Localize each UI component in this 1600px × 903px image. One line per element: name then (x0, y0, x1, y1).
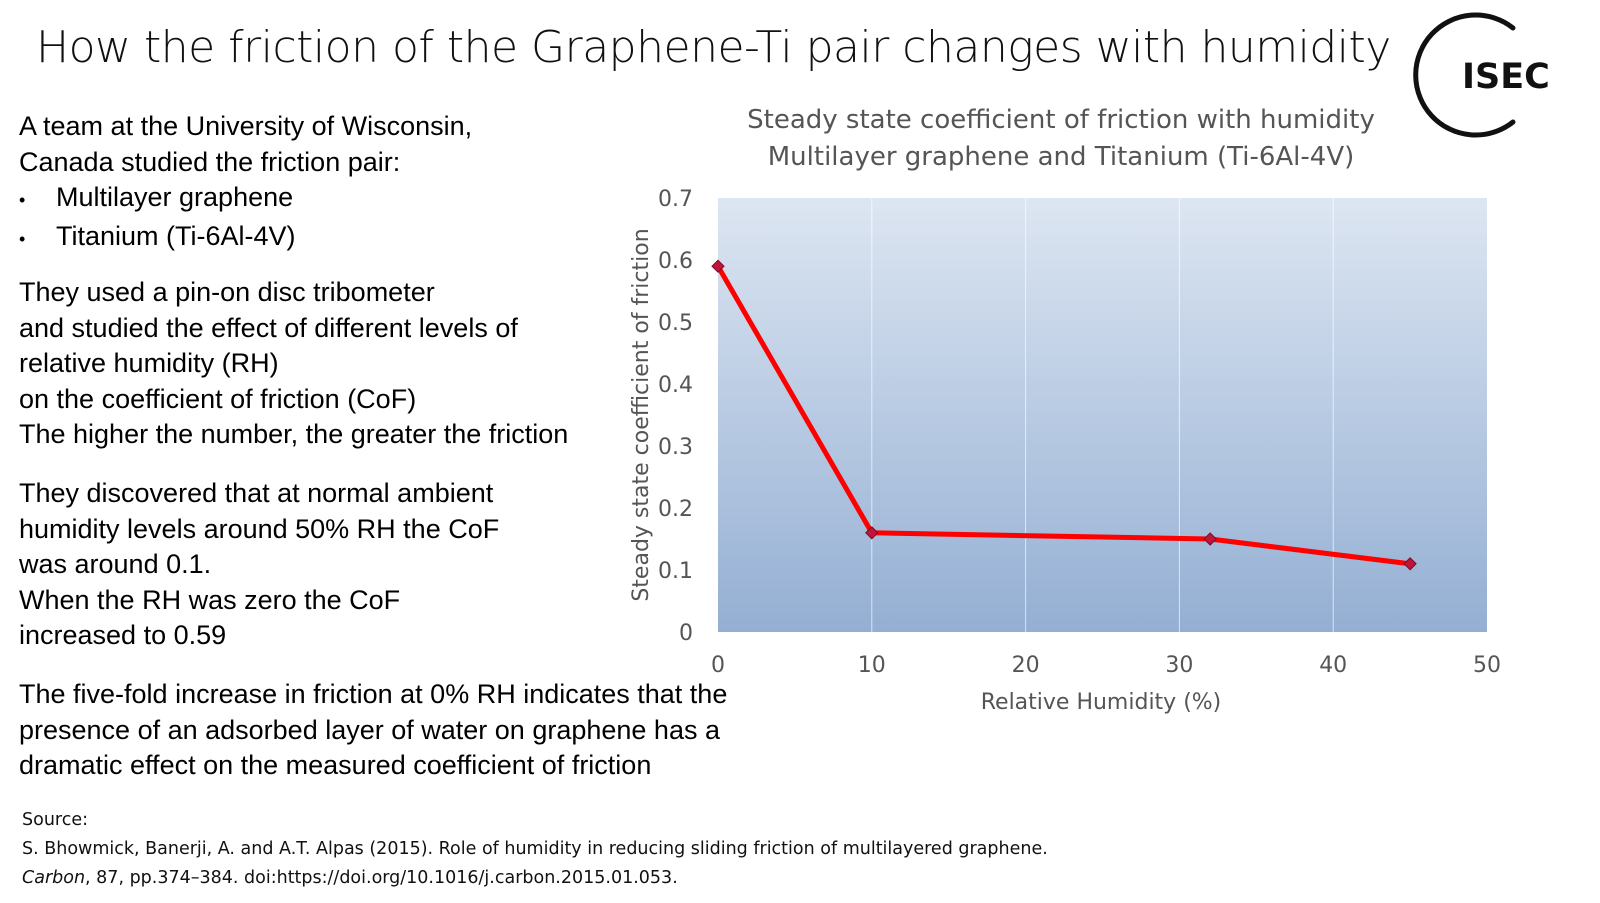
x-axis-ticks: 0 10 20 30 40 50 (711, 653, 1501, 678)
y-tick-label: 0 (679, 621, 693, 646)
source-label: Source: (22, 810, 89, 830)
friction-pair-list: • Multilayer graphene • Titanium (Ti-6Al… (19, 180, 296, 257)
x-tick-label: 20 (1012, 653, 1040, 678)
y-axis-ticks: 0 0.1 0.2 0.3 0.4 0.5 0.6 0.7 (658, 187, 693, 646)
method-paragraph: They used a pin-on disc tribometer and s… (19, 275, 568, 453)
x-tick-label: 40 (1319, 653, 1347, 678)
intro-paragraph: A team at the University of Wisconsin, C… (19, 109, 472, 180)
conclusion-line: dramatic effect on the measured coeffici… (19, 750, 652, 780)
slide-title: How the friction of the Graphene-Ti pair… (36, 22, 1391, 73)
y-tick-label: 0.4 (658, 373, 693, 398)
source-citation: Source: S. Bhowmick, Banerji, A. and A.T… (22, 806, 1048, 893)
findings-line: humidity levels around 50% RH the CoF (19, 513, 500, 544)
logo-arc (1413, 12, 1516, 138)
chart-subtitle: Multilayer graphene and Titanium (Ti-6Al… (768, 142, 1355, 172)
conclusion-line: presence of an adsorbed layer of water o… (19, 714, 720, 745)
conclusion-paragraph: The five-fold increase in friction at 0%… (19, 677, 727, 784)
data-point-marker (1403, 557, 1417, 571)
y-tick-label: 0.1 (658, 559, 693, 584)
cof-series-line (715, 264, 1411, 567)
y-tick-label: 0.3 (658, 435, 693, 460)
source-journal-line: Carbon, 87, pp.374–384. doi:https://doi.… (22, 864, 1048, 893)
method-line: They used a pin-on disc tribometer (19, 277, 435, 307)
y-axis-label: Steady state coefficient of friction (629, 228, 654, 601)
chart-title: Steady state coefficient of friction wit… (747, 105, 1375, 135)
list-item-label: Titanium (Ti-6Al-4V) (56, 220, 296, 251)
bullet-icon: • (19, 228, 26, 249)
method-line: relative humidity (RH) (19, 348, 279, 378)
findings-paragraph: They discovered that at normal ambient h… (19, 476, 499, 654)
findings-line: was around 0.1. (19, 549, 212, 579)
x-tick-label: 10 (858, 653, 886, 678)
journal-details: , 87, pp.374–384. doi:https://doi.org/10… (85, 868, 678, 888)
findings-line: increased to 0.59 (19, 620, 227, 650)
journal-name: Carbon (22, 868, 86, 888)
x-tick-label: 30 (1165, 653, 1193, 678)
intro-line: A team at the University of Wisconsin, (19, 111, 473, 141)
intro-line: Canada studied the friction pair: (19, 146, 401, 177)
isec-logo: ISEC (1413, 12, 1550, 138)
y-tick-label: 0.6 (658, 249, 693, 274)
list-item: • Titanium (Ti-6Al-4V) (19, 219, 296, 258)
data-point-marker (865, 526, 879, 540)
y-tick-label: 0.2 (658, 497, 693, 522)
bullet-icon: • (19, 190, 26, 210)
x-tick-label: 0 (711, 653, 725, 678)
y-tick-label: 0.7 (658, 187, 693, 212)
conclusion-line: The five-fold increase in friction at 0%… (19, 679, 728, 709)
list-item: • Multilayer graphene (19, 180, 296, 219)
method-line: and studied the effect of different leve… (19, 312, 518, 343)
x-gridlines (871, 198, 1334, 632)
logo-text: ISEC (1462, 57, 1550, 97)
plot-area (718, 198, 1487, 632)
data-point-marker (1203, 532, 1217, 546)
method-line: The higher the number, the greater the f… (19, 419, 569, 449)
source-reference: S. Bhowmick, Banerji, A. and A.T. Alpas … (22, 839, 1048, 859)
findings-line: When the RH was zero the CoF (19, 584, 401, 615)
x-tick-label: 50 (1473, 653, 1501, 678)
list-item-label: Multilayer graphene (56, 182, 294, 212)
y-tick-label: 0.5 (658, 311, 693, 336)
findings-line: They discovered that at normal ambient (19, 478, 494, 508)
x-axis-label: Relative Humidity (%) (981, 690, 1222, 715)
method-line: on the coefficient of friction (CoF) (19, 383, 417, 414)
data-markers (711, 259, 1417, 571)
data-point-marker (711, 259, 725, 273)
